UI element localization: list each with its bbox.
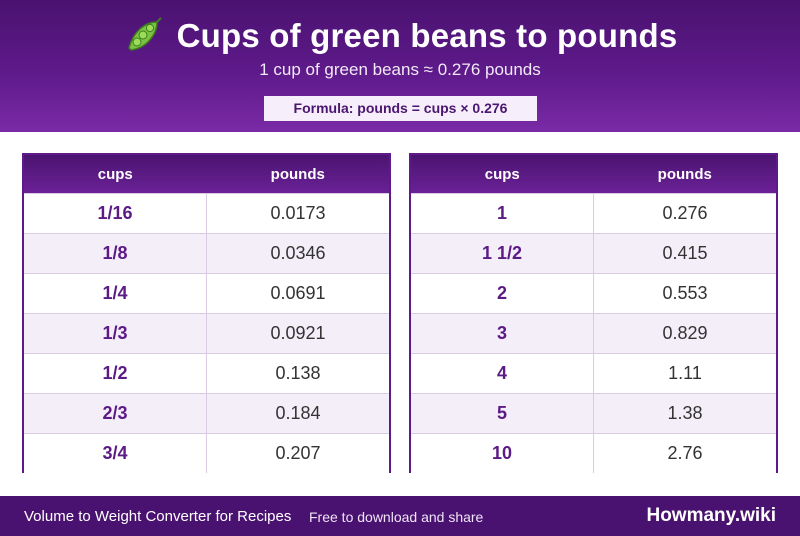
pounds-cell: 1.38 (667, 403, 703, 423)
table-row: 4 1.11 (411, 353, 776, 393)
column-header-pounds: pounds (270, 165, 325, 183)
conversion-subtitle: 1 cup of green beans ≈ 0.276 pounds (259, 60, 541, 79)
header-banner: Cups of green beans to pounds 1 cup of g… (0, 0, 800, 132)
pounds-cell: 0.207 (275, 443, 321, 463)
column-header-cups: cups (484, 165, 520, 183)
cups-cell: 5 (411, 394, 594, 433)
cups-cell: 2 (411, 274, 594, 313)
table-row: 3 0.829 (411, 313, 776, 353)
pounds-cell: 0.138 (275, 363, 321, 383)
table-row: 1/16 0.0173 (24, 193, 389, 233)
cups-cell: 1/3 (24, 314, 207, 353)
cups-cell: 1 (411, 194, 594, 233)
column-header-pounds: pounds (657, 165, 712, 183)
table-row: 3/4 0.207 (24, 433, 389, 473)
pounds-cell: 0.0691 (270, 283, 326, 303)
cups-cell: 4 (411, 354, 594, 393)
cups-cell: 3/4 (24, 434, 207, 473)
pounds-cell: 0.829 (662, 323, 708, 343)
page-title: Cups of green beans to pounds (176, 17, 678, 54)
pounds-cell: 1.11 (668, 363, 702, 383)
brand-logo-text[interactable]: Howmany.wiki (646, 505, 776, 526)
pounds-cell: 0.553 (662, 283, 708, 303)
pounds-cell: 0.0346 (270, 243, 326, 263)
table-row: 1 1/2 0.415 (411, 233, 776, 273)
pounds-cell: 0.0921 (270, 323, 326, 343)
table-row: 1/3 0.0921 (24, 313, 389, 353)
cups-cell: 1/4 (24, 274, 207, 313)
pounds-cell: 0.184 (275, 403, 321, 423)
table-row: 1 0.276 (411, 193, 776, 233)
table-row: 10 2.76 (411, 433, 776, 473)
table-body: 1/16 0.0173 1/8 0.0346 1/4 0.0691 1/3 0.0921… (24, 193, 389, 473)
footer-share-text: Free to download and share (309, 509, 484, 525)
conversion-table-right: cups pounds 1 0.276 1 1/2 0.415 2 0.553 3 0.… (409, 153, 778, 473)
conversion-table-left: cups pounds 1/16 0.0173 1/8 0.0346 1/4 0.06… (22, 153, 391, 473)
footer-bar: Volume to Weight Converter for Recipes F… (0, 496, 800, 536)
table-row: 1/2 0.138 (24, 353, 389, 393)
peas-icon (127, 17, 162, 51)
table-row: 1/8 0.0346 (24, 233, 389, 273)
table-header: cups pounds (24, 155, 389, 193)
formula-badge: Formula: pounds = cups × 0.276 (264, 96, 537, 121)
cups-cell: 1 1/2 (411, 234, 594, 273)
table-header: cups pounds (411, 155, 776, 193)
table-row: 2/3 0.184 (24, 393, 389, 433)
cups-cell: 2/3 (24, 394, 207, 433)
table-row: 5 1.38 (411, 393, 776, 433)
pounds-cell: 0.276 (662, 203, 708, 223)
footer-converter-text: Volume to Weight Converter for Recipes (24, 508, 292, 525)
cups-cell: 3 (411, 314, 594, 353)
cups-cell: 10 (411, 434, 594, 473)
cups-cell: 1/2 (24, 354, 207, 393)
title-row: Cups of green beans to pounds (0, 14, 800, 58)
pounds-cell: 0.0173 (270, 203, 326, 223)
cups-cell: 1/16 (24, 194, 207, 233)
table-row: 1/4 0.0691 (24, 273, 389, 313)
cups-cell: 1/8 (24, 234, 207, 273)
pounds-cell: 2.76 (667, 443, 703, 463)
table-row: 2 0.553 (411, 273, 776, 313)
pounds-cell: 0.415 (662, 243, 708, 263)
column-header-cups: cups (97, 165, 133, 183)
